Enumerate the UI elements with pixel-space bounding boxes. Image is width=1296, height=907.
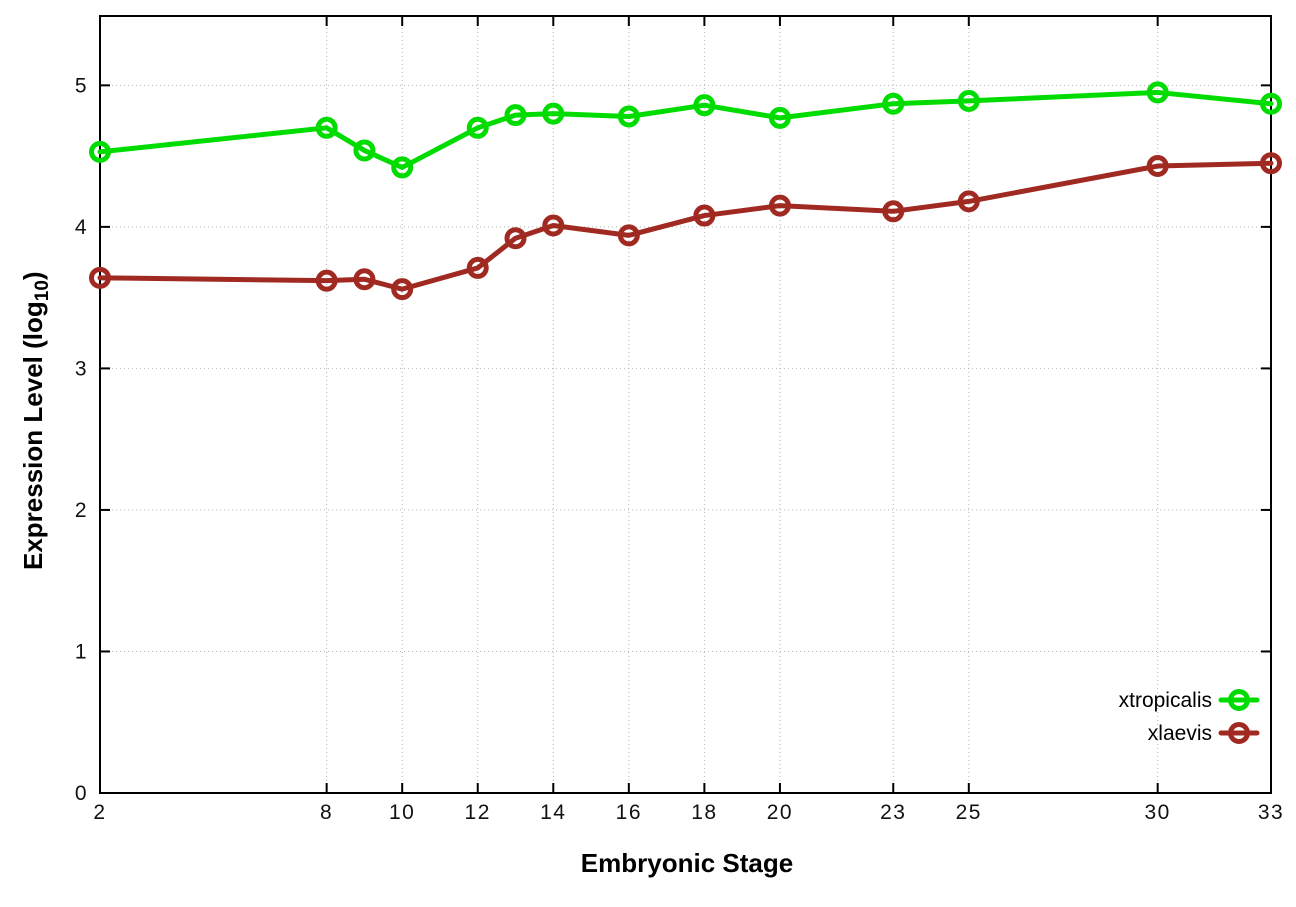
data-point-marker-xlaevis-stage33 — [1260, 152, 1282, 175]
data-point-marker-xlaevis-stage12 — [466, 256, 489, 279]
data-point-marker-xtropicalis-stage12 — [466, 116, 489, 139]
data-point-marker-xlaevis-stage10 — [391, 278, 414, 301]
data-point-marker-xtropicalis-stage10 — [391, 156, 414, 179]
x-tick-label-2: 2 — [93, 801, 106, 824]
legend-label-xlaevis: xlaevis — [1148, 722, 1212, 745]
data-point-marker-xlaevis-stage8 — [315, 269, 338, 292]
y-tick-label-2: 2 — [75, 499, 88, 522]
legend-marker-xlaevis — [1228, 722, 1250, 744]
x-tick-label-14: 14 — [540, 801, 566, 824]
y-axis-title: Expression Level (log10) — [18, 271, 54, 570]
data-point-marker-xlaevis-stage25 — [957, 190, 980, 213]
data-point-marker-xlaevis-stage14 — [542, 214, 565, 237]
x-tick-label-25: 25 — [956, 801, 982, 824]
data-point-marker-xlaevis-stage9 — [353, 268, 376, 291]
y-tick-label-0: 0 — [75, 782, 88, 805]
plot-border — [99, 15, 1272, 794]
data-point-marker-xtropicalis-stage30 — [1146, 81, 1169, 104]
data-point-marker-xtropicalis-stage16 — [617, 105, 640, 128]
data-point-marker-xlaevis-stage20 — [768, 194, 791, 217]
x-tick-label-33: 33 — [1258, 801, 1284, 824]
y-axis-title-subscript: 10 — [32, 280, 54, 302]
data-point-marker-xtropicalis-stage2 — [89, 140, 111, 163]
y-tick-label-4: 4 — [75, 216, 88, 239]
data-point-marker-xtropicalis-stage9 — [353, 139, 376, 162]
data-point-marker-xtropicalis-stage23 — [882, 92, 905, 115]
x-tick-label-23: 23 — [880, 801, 906, 824]
x-tick-label-12: 12 — [465, 801, 491, 824]
data-point-marker-xtropicalis-stage18 — [693, 94, 716, 117]
x-tick-label-16: 16 — [616, 801, 642, 824]
y-axis-title-suffix: ) — [18, 271, 48, 281]
x-tick-label-18: 18 — [691, 801, 717, 824]
x-tick-label-20: 20 — [767, 801, 793, 824]
y-tick-label-1: 1 — [75, 640, 88, 663]
data-point-marker-xtropicalis-stage25 — [957, 89, 980, 112]
data-point-marker-xlaevis-stage13 — [504, 227, 527, 250]
data-point-marker-xtropicalis-stage14 — [542, 102, 565, 125]
data-point-marker-xtropicalis-stage8 — [315, 116, 338, 139]
y-tick-label-5: 5 — [75, 74, 88, 97]
series-line-xtropicalis — [97, 89, 1274, 170]
x-tick-label-8: 8 — [320, 801, 333, 824]
x-tick-label-10: 10 — [389, 801, 415, 824]
y-axis-title-main: Expression Level (log — [18, 301, 48, 570]
x-tick-label-30: 30 — [1144, 801, 1170, 824]
data-point-marker-xtropicalis-stage20 — [768, 106, 791, 129]
legend-marker-xtropicalis — [1228, 689, 1250, 711]
series-line-xlaevis — [97, 160, 1274, 292]
data-point-marker-xtropicalis-stage33 — [1260, 92, 1282, 115]
data-point-marker-xlaevis-stage23 — [882, 200, 905, 223]
data-point-marker-xlaevis-stage16 — [617, 224, 640, 247]
data-point-marker-xlaevis-stage30 — [1146, 155, 1169, 178]
data-point-marker-xlaevis-stage2 — [89, 266, 111, 289]
data-point-marker-xlaevis-stage18 — [693, 204, 716, 227]
data-point-marker-xtropicalis-stage13 — [504, 104, 527, 127]
legend-label-xtropicalis: xtropicalis — [1119, 689, 1212, 712]
y-tick-label-3: 3 — [75, 357, 88, 380]
x-axis-title: Embryonic Stage — [580, 848, 794, 878]
